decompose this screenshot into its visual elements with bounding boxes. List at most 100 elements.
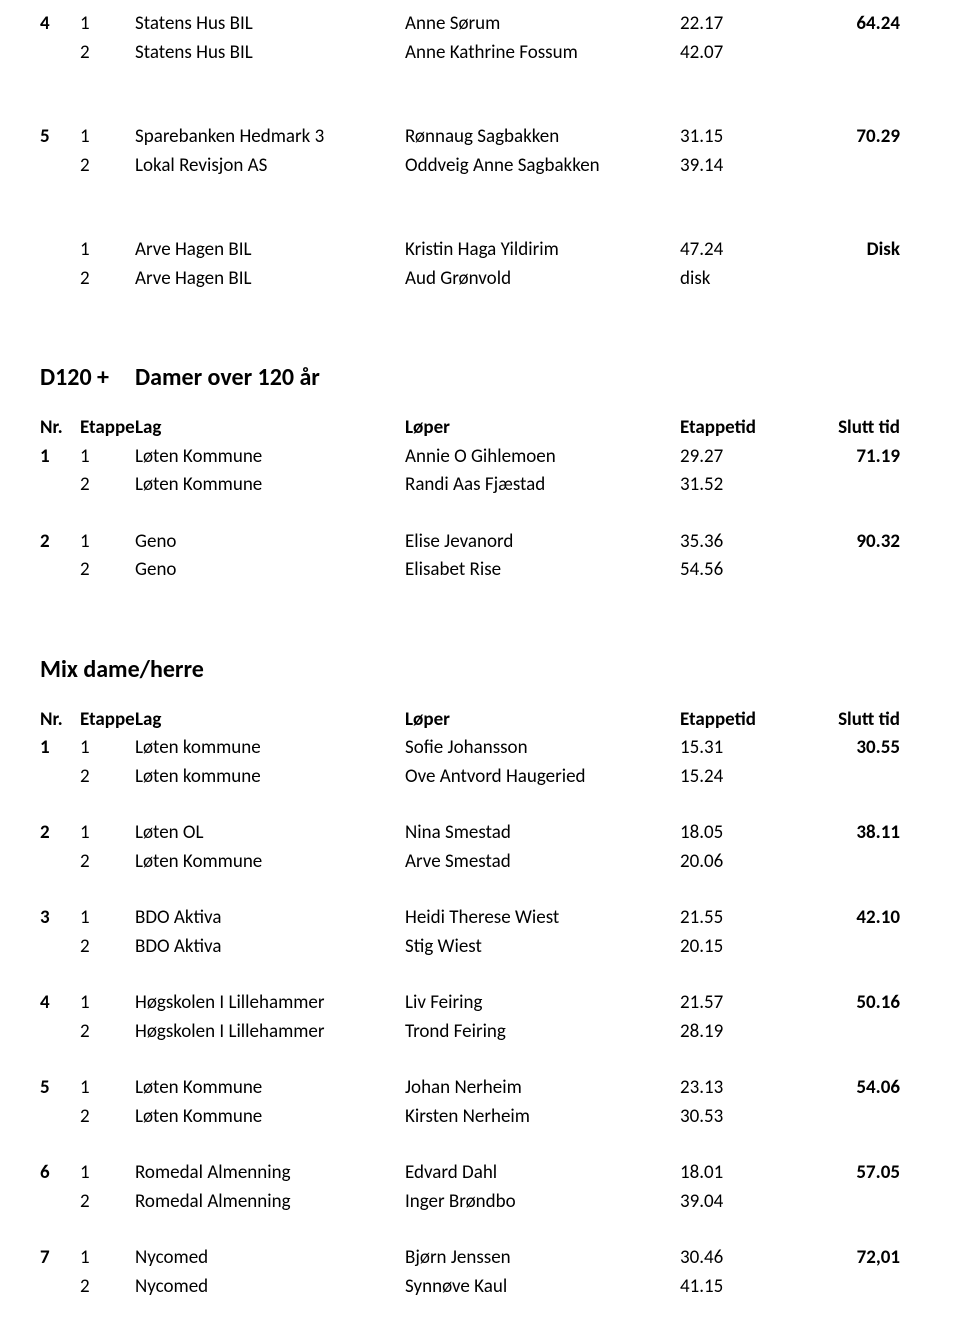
place-number: 5 [40, 123, 80, 152]
final-time: 57.05 [800, 1159, 900, 1188]
group-gap [40, 500, 920, 528]
team-name: Lokal Revisjon AS [135, 152, 405, 181]
result-row: 51Sparebanken Hedmark 3Rønnaug Sagbakken… [40, 123, 920, 152]
section-title: Mix dame/herre [40, 655, 920, 684]
group-gap [40, 95, 920, 123]
table-header: Nr.EtappeLagLøperEtappetidSlutt tid [40, 414, 920, 443]
runner-name: Elisabet Rise [405, 556, 680, 585]
team-name: Løten Kommune [135, 1103, 405, 1132]
final-time: 50.16 [800, 989, 900, 1018]
leg-number: 2 [80, 1018, 135, 1047]
result-row: 1Arve Hagen BILKristin Haga Yildirim47.2… [40, 236, 920, 265]
place-number: 6 [40, 1159, 80, 1188]
result-row: 2Statens Hus BILAnne Kathrine Fossum42.0… [40, 39, 920, 68]
result-row: 2Høgskolen I LillehammerTrond Feiring28.… [40, 1018, 920, 1047]
runner-name: Annie O Gihlemoen [405, 443, 680, 472]
group-gap [40, 208, 920, 236]
result-row: 51Løten KommuneJohan Nerheim23.1354.06 [40, 1074, 920, 1103]
leg-time: 39.14 [680, 152, 800, 181]
runner-name: Kristin Haga Yildirim [405, 236, 680, 265]
runner-name: Sofie Johansson [405, 734, 680, 763]
leg-time: 15.24 [680, 763, 800, 792]
runner-name: Ove Antvord Haugeried [405, 763, 680, 792]
leg-number: 1 [80, 989, 135, 1018]
result-row: 2Romedal AlmenningInger Brøndbo39.04 [40, 1188, 920, 1217]
leg-time: 21.55 [680, 904, 800, 933]
leg-number: 2 [80, 152, 135, 181]
team-name: Geno [135, 556, 405, 585]
team-name: Romedal Almenning [135, 1188, 405, 1217]
runner-name: Synnøve Kaul [405, 1273, 680, 1302]
result-row: 2Løten KommuneKirsten Nerheim30.53 [40, 1103, 920, 1132]
runner-name: Oddveig Anne Sagbakken [405, 152, 680, 181]
result-row: 31BDO AktivaHeidi Therese Wiest21.5542.1… [40, 904, 920, 933]
header-nr: Nr. [40, 706, 80, 735]
result-row: 71NycomedBjørn Jenssen30.4672,01 [40, 1244, 920, 1273]
result-row: 21GenoElise Jevanord35.3690.32 [40, 528, 920, 557]
leg-number: 2 [80, 848, 135, 877]
place-number: 2 [40, 819, 80, 848]
leg-time: 39.04 [680, 1188, 800, 1217]
final-time: 70.29 [800, 123, 900, 152]
runner-name: Nina Smestad [405, 819, 680, 848]
leg-time: 29.27 [680, 443, 800, 472]
result-row: 21Løten OLNina Smestad18.0538.11 [40, 819, 920, 848]
runner-name: Arve Smestad [405, 848, 680, 877]
place-number: 1 [40, 443, 80, 472]
leg-time: 47.24 [680, 236, 800, 265]
team-name: Løten Kommune [135, 848, 405, 877]
section-title: D120 +Damer over 120 år [40, 363, 920, 392]
table-header: Nr.EtappeLagLøperEtappetidSlutt tid [40, 706, 920, 735]
result-row: 41Statens Hus BILAnne Sørum22.1764.24 [40, 10, 920, 39]
leg-number: 1 [80, 236, 135, 265]
leg-number: 1 [80, 528, 135, 557]
leg-time: 35.36 [680, 528, 800, 557]
leg-time: 31.15 [680, 123, 800, 152]
leg-time: 28.19 [680, 1018, 800, 1047]
group-gap [40, 791, 920, 819]
runner-name: Edvard Dahl [405, 1159, 680, 1188]
leg-time: 42.07 [680, 39, 800, 68]
group-gap [40, 961, 920, 989]
section-title-text: Damer over 120 år [135, 363, 320, 392]
leg-number: 2 [80, 1273, 135, 1302]
leg-number: 1 [80, 1074, 135, 1103]
leg-time: 21.57 [680, 989, 800, 1018]
leg-number: 1 [80, 1159, 135, 1188]
section-gap [40, 293, 920, 353]
leg-time: 30.46 [680, 1244, 800, 1273]
final-time: 90.32 [800, 528, 900, 557]
team-name: Løten Kommune [135, 443, 405, 472]
leg-number: 1 [80, 10, 135, 39]
group-gap [40, 180, 920, 208]
runner-name: Aud Grønvold [405, 265, 680, 294]
runner-name: Heidi Therese Wiest [405, 904, 680, 933]
final-time: Disk [800, 236, 900, 265]
result-row: 41Høgskolen I LillehammerLiv Feiring21.5… [40, 989, 920, 1018]
section-code: D120 + [40, 363, 135, 392]
team-name: Løten Kommune [135, 471, 405, 500]
group-gap [40, 1046, 920, 1074]
header-nr: Nr. [40, 414, 80, 443]
place-number: 7 [40, 1244, 80, 1273]
leg-time: 54.56 [680, 556, 800, 585]
place-number: 1 [40, 734, 80, 763]
group-gap [40, 876, 920, 904]
result-row: 2Lokal Revisjon ASOddveig Anne Sagbakken… [40, 152, 920, 181]
header-slutt-tid: Slutt tid [800, 414, 900, 443]
team-name: Romedal Almenning [135, 1159, 405, 1188]
leg-number: 2 [80, 763, 135, 792]
result-row: 2NycomedSynnøve Kaul41.15 [40, 1273, 920, 1302]
header-loper: Løper [405, 706, 680, 735]
section-title-text: Mix dame/herre [40, 655, 204, 684]
team-name: Statens Hus BIL [135, 10, 405, 39]
runner-name: Anne Sørum [405, 10, 680, 39]
team-name: Løten Kommune [135, 1074, 405, 1103]
runner-name: Randi Aas Fjæstad [405, 471, 680, 500]
result-row: 2Løten kommuneOve Antvord Haugeried15.24 [40, 763, 920, 792]
leg-number: 2 [80, 1188, 135, 1217]
place-number: 4 [40, 10, 80, 39]
team-name: Høgskolen I Lillehammer [135, 1018, 405, 1047]
team-name: Løten OL [135, 819, 405, 848]
result-row: 61Romedal AlmenningEdvard Dahl18.0157.05 [40, 1159, 920, 1188]
